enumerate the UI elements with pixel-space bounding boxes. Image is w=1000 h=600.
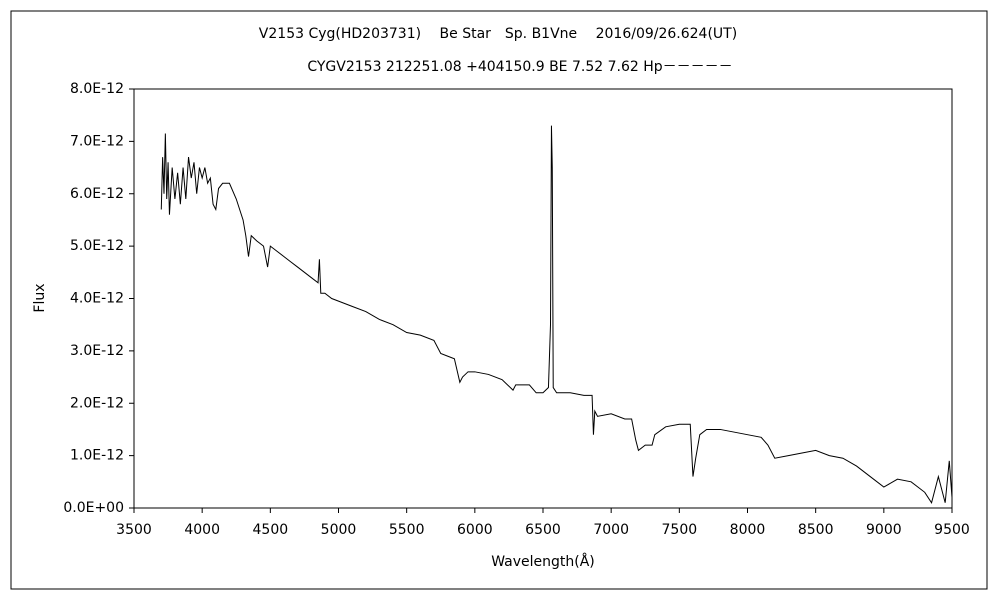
x-tick-label: 6000: [457, 522, 493, 538]
x-tick-label: 4500: [253, 522, 289, 538]
x-tick-label: 9000: [866, 522, 902, 538]
y-tick-label: 0.0E+00: [63, 500, 124, 516]
chart-title: V2153 Cyg(HD203731) Be Star Sp. B1Vne 20…: [259, 26, 737, 42]
y-tick-label: 4.0E-12: [70, 291, 124, 307]
x-tick-label: 5000: [321, 522, 357, 538]
x-tick-label: 5500: [389, 522, 425, 538]
x-tick-label: 8000: [730, 522, 766, 538]
x-tick-label: 7500: [662, 522, 698, 538]
x-tick-label: 4000: [184, 522, 220, 538]
x-tick-label: 8500: [798, 522, 834, 538]
y-tick-label: 3.0E-12: [70, 343, 124, 359]
y-tick-label: 7.0E-12: [70, 133, 124, 149]
x-axis-label: Wavelength(Å): [491, 553, 595, 570]
y-tick-label: 8.0E-12: [70, 81, 124, 97]
plot-area: [133, 88, 953, 509]
x-tick-label: 9500: [934, 522, 970, 538]
x-tick-label: 6500: [525, 522, 561, 538]
x-tick-label: 3500: [116, 522, 152, 538]
y-axis-label: Flux: [32, 283, 48, 312]
y-tick-label: 1.0E-12: [70, 448, 124, 464]
y-tick-label: 6.0E-12: [70, 186, 124, 202]
x-tick-label: 7000: [593, 522, 629, 538]
y-tick-label: 5.0E-12: [70, 238, 124, 254]
chart-subtitle: CYGV2153 212251.08 +404150.9 BE 7.52 7.6…: [307, 59, 732, 75]
chart-frame: [10, 10, 988, 590]
y-tick-label: 2.0E-12: [70, 395, 124, 411]
spectrum-line: [160, 125, 953, 504]
